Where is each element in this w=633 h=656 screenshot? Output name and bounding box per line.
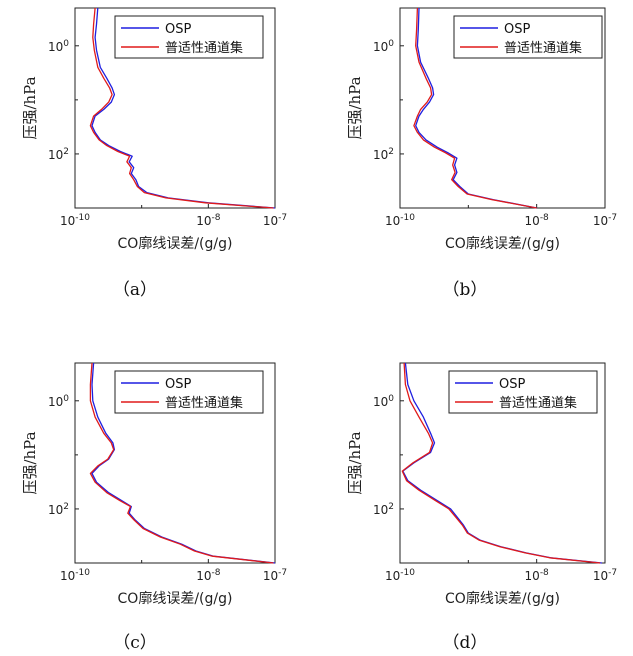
- panel-2-x-tick-label: 10-8: [525, 213, 550, 228]
- panel-1-legend-box: [114, 15, 264, 59]
- panel-3-caption: （c）: [113, 633, 157, 653]
- panel-1-y-tick-label: 100: [48, 39, 69, 54]
- panel-4-legend-box: [448, 370, 598, 414]
- panel-1-axes-box: [74, 7, 276, 209]
- panel-2-x-axis-label: CO廓线误差/(g/g): [445, 235, 560, 252]
- panel-3-x-tick-label: 10-10: [60, 568, 90, 583]
- panel-4-axes-box: [399, 362, 606, 564]
- panel-1-legend-label-2: 普适性通道集: [165, 40, 243, 56]
- panel-1-caption: （a）: [113, 280, 157, 300]
- panel-3-legend-label-1: OSP: [165, 377, 191, 392]
- panel-4-y-axis-label: 压强/hPa: [346, 431, 364, 494]
- panel-4-x-tick-label: 10-8: [525, 568, 550, 583]
- panel-2-x-tick-label: 10-7: [593, 213, 617, 228]
- panel-2-caption: （b）: [443, 280, 488, 300]
- panel-4-caption: （d）: [443, 633, 488, 653]
- panel-2-series-osp-line: [415, 7, 537, 209]
- panel-2-y-tick-label: 102: [373, 147, 394, 162]
- panel-3-y-tick-label: 102: [48, 502, 69, 517]
- panel-2-series-universal-channel-set-line: [413, 7, 537, 209]
- panel-1-x-tick-label: 10-7: [263, 213, 287, 228]
- panel-4-legend-label-1: OSP: [499, 377, 525, 392]
- panel-4-y-tick-label: 100: [373, 394, 394, 409]
- panel-1-y-tick-label: 102: [48, 147, 69, 162]
- panel-3-y-axis-label: 压强/hPa: [21, 431, 39, 494]
- panel-1-x-axis-label: CO廓线误差/(g/g): [118, 235, 233, 252]
- panel-4-x-tick-label: 10-10: [385, 568, 415, 583]
- panel-1-x-tick-label: 10-10: [60, 213, 90, 228]
- panel-1-x-tick-label: 10-8: [196, 213, 221, 228]
- panel-3-x-tick-label: 10-8: [196, 568, 221, 583]
- panel-2-legend-box: [453, 15, 603, 59]
- panel-2-axes-box: [399, 7, 606, 209]
- panel-2-legend-label-1: OSP: [504, 22, 530, 37]
- panel-4-x-axis-label: CO廓线误差/(g/g): [445, 590, 560, 607]
- panel-4-x-tick-label: 10-7: [593, 568, 617, 583]
- panel-4-y-tick-label: 102: [373, 502, 394, 517]
- panel-3-series-universal-channel-set-line: [89, 362, 274, 564]
- panel-3-x-tick-label: 10-7: [263, 568, 287, 583]
- panel-3-axes-box: [74, 362, 276, 564]
- panel-3-x-axis-label: CO廓线误差/(g/g): [118, 590, 233, 607]
- panel-4-series-universal-channel-set-line: [401, 362, 601, 564]
- panel-4-legend-label-2: 普适性通道集: [499, 395, 577, 411]
- panel-3-y-tick-label: 100: [48, 394, 69, 409]
- panel-1-series-universal-channel-set-line: [89, 7, 274, 209]
- panel-2-legend-label-2: 普适性通道集: [504, 40, 582, 56]
- panel-1-legend-label-1: OSP: [165, 22, 191, 37]
- panel-3-legend-box: [114, 370, 264, 414]
- panel-2-y-tick-label: 100: [373, 39, 394, 54]
- panel-2-x-tick-label: 10-10: [385, 213, 415, 228]
- panel-1-y-axis-label: 压强/hPa: [21, 76, 39, 139]
- panel-1-series-osp-line: [91, 7, 276, 209]
- panel-3-legend-label-2: 普适性通道集: [165, 395, 243, 411]
- panel-2-y-axis-label: 压强/hPa: [346, 76, 364, 139]
